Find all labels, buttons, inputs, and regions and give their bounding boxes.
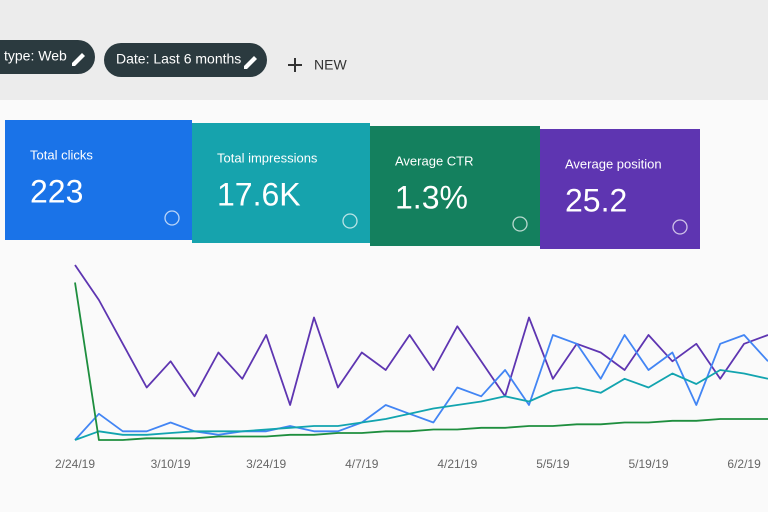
help-icon <box>342 213 358 229</box>
new-button[interactable]: NEW <box>288 57 347 73</box>
series-line <box>74 369 768 441</box>
filter-chip[interactable] <box>104 43 267 77</box>
metric-label: Total impressions <box>217 150 318 165</box>
metric-card[interactable] <box>370 126 540 246</box>
series-line <box>74 282 768 441</box>
metric-card[interactable] <box>192 123 370 243</box>
metric-label: Total clicks <box>30 147 93 162</box>
edit-icon <box>244 56 257 69</box>
x-tick-label: 3/24/19 <box>246 457 286 471</box>
x-tick-label: 5/19/19 <box>628 457 668 471</box>
chart: 2/24/19 3/10/19 3/24/19 4/7/19 4/21/19 5/5/19… <box>55 264 768 471</box>
metric-value: 17.6K <box>217 176 301 212</box>
metric-label: Average CTR <box>395 153 474 168</box>
x-tick-label: 5/5/19 <box>536 457 570 471</box>
filter-chip[interactable] <box>0 40 95 74</box>
help-icon <box>512 216 528 232</box>
metric-label: Average position <box>565 156 662 171</box>
edit-icon <box>72 53 85 66</box>
new-label: NEW <box>314 57 347 73</box>
filter-label: Date: Last 6 months <box>116 51 241 67</box>
metric-cards: Total clicks 223 Total impressions 17.6K Ave… <box>5 120 700 249</box>
filter-label: type: Web <box>4 48 67 64</box>
metric-value: 223 <box>30 173 83 209</box>
metric-card[interactable] <box>5 120 192 240</box>
x-tick-label: 3/10/19 <box>151 457 191 471</box>
metric-value: 1.3% <box>395 179 468 215</box>
x-tick-label: 4/7/19 <box>345 457 379 471</box>
series-line <box>74 264 768 406</box>
x-tick-label: 4/21/19 <box>437 457 477 471</box>
series-line <box>74 334 768 441</box>
x-tick-label: 6/2/19 <box>727 457 761 471</box>
help-icon <box>164 210 180 226</box>
metric-value: 25.2 <box>565 182 627 218</box>
plus-icon <box>288 58 302 72</box>
help-icon <box>672 219 688 235</box>
x-tick-label: 2/24/19 <box>55 457 95 471</box>
